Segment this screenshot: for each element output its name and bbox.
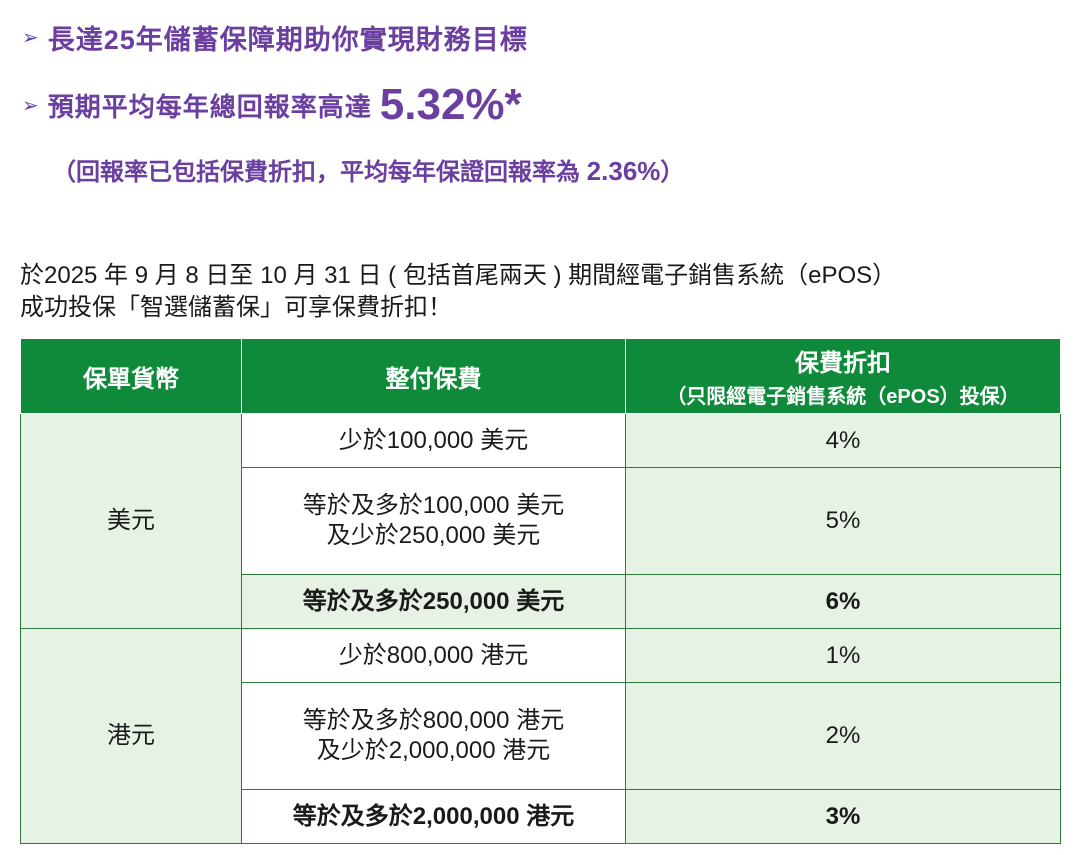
bullet-return-rate: ➢ 預期平均每年總回報率高達 5.32%* <box>22 80 522 130</box>
intro-line-1: 於2025 年 9 月 8 日至 10 月 31 日 ( 包括首尾兩天 ) 期間… <box>20 262 897 289</box>
table-row: 等於及多於100,000 美元 及少於250,000 美元 5% <box>21 467 1061 575</box>
note-prefix: （回報率已包括保費折扣，平均每年保證回報率為 <box>52 159 587 186</box>
premium-line: 等於及多於100,000 美元 <box>302 492 565 519</box>
premium-cell: 少於100,000 美元 <box>241 413 626 468</box>
premium-line: 及少於2,000,000 港元 <box>316 737 551 764</box>
discount-cell: 2% <box>625 682 1061 790</box>
discount-cell: 4% <box>625 413 1061 468</box>
bullet-savings-period: ➢ 長達25年儲蓄保障期助你實現財務目標 <box>22 18 528 57</box>
table-row: 等於及多於800,000 港元 及少於2,000,000 港元 2% <box>21 682 1061 790</box>
bullet-text: 長達25年儲蓄保障期助你實現財務目標 <box>47 25 528 55</box>
table-row: 美元 少於100,000 美元 4% <box>20 413 1061 629</box>
discount-table: 保單貨幣 整付保費 保費折扣 （只限經電子銷售系統（ePOS）投保） 美元 少於… <box>20 338 1061 844</box>
table-header-row: 保單貨幣 整付保費 保費折扣 （只限經電子銷售系統（ePOS）投保） <box>20 338 1061 414</box>
discount-cell: 1% <box>625 628 1061 683</box>
premium-cell: 少於800,000 港元 <box>241 628 626 683</box>
discount-cell: 6% <box>625 574 1061 629</box>
premium-line: 等於及多於250,000 美元 <box>302 587 565 615</box>
premium-line: 等於及多於800,000 港元 <box>302 707 565 734</box>
arrow-bullet-icon: ➢ <box>22 27 40 49</box>
premium-cell: 等於及多於100,000 美元 及少於250,000 美元 <box>241 467 626 575</box>
guaranteed-rate: 2.36% <box>586 156 661 186</box>
intro-line-2: 成功投保「智選儲蓄保」可享保費折扣！ <box>20 294 452 321</box>
offer-intro: 於2025 年 9 月 8 日至 10 月 31 日 ( 包括首尾兩天 ) 期間… <box>20 260 896 324</box>
table-row: 港元 少於800,000 港元 1% <box>20 628 1061 844</box>
premium-cell: 等於及多於2,000,000 港元 <box>241 789 626 844</box>
premium-line: 少於800,000 港元 <box>338 641 529 669</box>
premium-line: 及少於250,000 美元 <box>326 522 541 549</box>
bullet-text: 預期平均每年總回報率高達 <box>47 91 372 122</box>
discount-cell: 5% <box>625 467 1061 575</box>
premium-line: 等於及多於2,000,000 港元 <box>292 802 575 830</box>
premium-cell: 等於及多於800,000 港元 及少於2,000,000 港元 <box>241 682 626 790</box>
note-suffix: ） <box>660 159 685 186</box>
header-premium: 整付保費 <box>241 338 626 414</box>
currency-cell: 港元 <box>20 628 242 844</box>
arrow-bullet-icon: ➢ <box>22 94 40 117</box>
premium-cell: 等於及多於250,000 美元 <box>241 574 626 629</box>
table-row: 等於及多於2,000,000 港元 3% <box>21 789 1061 844</box>
currency-cell: 美元 <box>20 413 242 629</box>
header-currency: 保單貨幣 <box>20 338 242 414</box>
return-rate-note: （回報率已包括保費折扣，平均每年保證回報率為 2.36%） <box>52 152 684 187</box>
discount-cell: 3% <box>625 789 1061 844</box>
premium-line: 少於100,000 美元 <box>338 426 529 454</box>
headline-return-rate: 5.32%* <box>379 80 522 129</box>
header-discount-title: 保費折扣 <box>795 350 891 377</box>
header-discount: 保費折扣 （只限經電子銷售系統（ePOS）投保） <box>625 338 1061 414</box>
header-discount-note: （只限經電子銷售系統（ePOS）投保） <box>666 386 1020 408</box>
